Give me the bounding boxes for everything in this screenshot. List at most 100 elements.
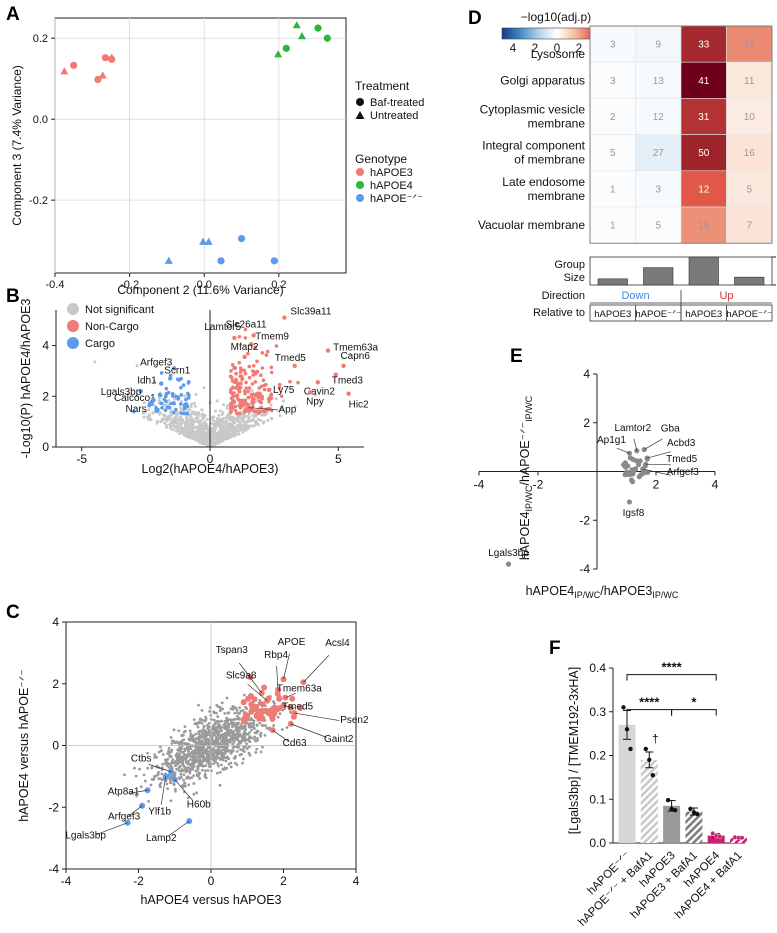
scatter-c-gene-label: Lamp2: [146, 833, 177, 844]
scatter-c-point: [177, 769, 181, 773]
bar-replicate-point: [643, 746, 648, 752]
volcano-point-noncargo: [229, 404, 233, 409]
volcano-point-ns: [189, 412, 193, 416]
pca-y-axis-label: Component 3 (7.4% Variance): [10, 65, 24, 226]
scatter-c-point: [200, 721, 204, 725]
colorbar-segment: [536, 28, 539, 39]
scatter-e-point: [629, 479, 636, 485]
scatter-c-y-tick-label: 4: [52, 615, 59, 629]
scatter-c-point: [185, 768, 189, 772]
legend-triangle-marker: [355, 111, 365, 119]
scatter-c-highlight-up: [259, 715, 266, 722]
volcano-point-ns: [185, 417, 189, 421]
scatter-c-point: [223, 711, 227, 715]
scatter-e-leader: [645, 463, 671, 466]
volcano-point-cargo: [164, 394, 168, 399]
scatter-c-point: [247, 722, 251, 726]
scatter-c-point: [190, 762, 194, 765]
volcano-point-cargo: [181, 383, 186, 387]
volcano-point-ns: [157, 399, 161, 403]
scatter-c-point: [200, 733, 204, 737]
colorbar-segment: [556, 28, 559, 39]
scatter-c-point: [194, 747, 198, 751]
scatter-c-point: [202, 724, 206, 728]
scatter-c-point: [180, 760, 184, 764]
scatter-c-gene-label: Slc9a8: [226, 671, 257, 682]
scatter-e-point: [620, 462, 627, 468]
scatter-c-point: [157, 750, 161, 754]
scatter-c-highlight-up: [262, 707, 269, 714]
volcano-point-noncargo: [267, 399, 271, 404]
scatter-c-point: [212, 759, 216, 762]
scatter-c-point: [195, 737, 198, 740]
scatter-c-point: [231, 730, 235, 734]
volcano-point-ns: [230, 418, 234, 422]
volcano-point-ns: [203, 426, 207, 430]
scatter-c-point: [135, 794, 138, 798]
volcano-point-ns: [224, 416, 228, 420]
colorbar-segment: [582, 28, 585, 39]
volcano-point-ns: [200, 408, 204, 412]
scatter-c-highlight-up: [269, 715, 276, 722]
pca-point-untreated: [292, 21, 301, 29]
scatter-c-point: [220, 734, 223, 737]
scatter-c-gene-label: Lgals3bp: [65, 831, 106, 842]
scatter-c-point: [233, 756, 237, 760]
scatter-c-point: [238, 706, 242, 710]
scatter-c-gene-label: Cd63: [283, 738, 307, 749]
scatter-c-point: [172, 728, 176, 732]
scatter-e-gene-label: Igsf8: [623, 508, 645, 519]
scatter-c-point: [197, 738, 201, 742]
colorbar-segment: [574, 28, 577, 39]
scatter-c-point: [169, 764, 173, 768]
scatter-c-point: [175, 758, 179, 762]
scatter-c-point: [226, 725, 229, 729]
bar-y-tick-label: 0.1: [589, 792, 606, 806]
heatmap-cell-count: 33: [698, 40, 710, 51]
scatter-c-point: [208, 741, 211, 745]
volcano-point-ns: [228, 428, 232, 432]
scatter-c-point: [225, 719, 228, 723]
volcano-labeled-point: [315, 380, 320, 385]
groupsize-bar: [688, 256, 719, 286]
scatter-c-point: [219, 751, 223, 755]
volcano-point-ns: [192, 431, 196, 435]
scatter-c-point: [174, 753, 178, 757]
direction-down-label: Down: [621, 290, 649, 302]
scatter-c-point: [265, 726, 269, 730]
scatter-c-point: [183, 742, 187, 746]
scatter-c-point: [224, 742, 228, 746]
colorbar-segment: [550, 28, 553, 39]
scatter-c-point: [223, 732, 227, 735]
pca-legend-treatment-title: Treatment: [355, 79, 410, 93]
scatter-c-point: [196, 725, 200, 729]
volcano-point-cargo: [172, 410, 176, 415]
volcano-point-noncargo: [249, 392, 254, 397]
volcano-point-ns: [245, 427, 249, 431]
colorbar-segment: [506, 28, 509, 39]
scatter-c-point: [244, 732, 248, 736]
scatter-c-point: [160, 749, 163, 752]
scatter-c-point: [191, 736, 195, 740]
scatter-c-point: [188, 758, 192, 761]
volcano-point-ns: [167, 402, 171, 406]
bar-y-tick-label: 0.4: [589, 661, 606, 675]
scatter-c-point: [212, 724, 216, 727]
scatter-e-point: [636, 474, 642, 480]
scatter-e-point: [644, 469, 651, 475]
scatter-c-point: [250, 728, 253, 732]
volcano-point-ns: [269, 403, 273, 407]
volcano-point-ns: [237, 420, 241, 424]
colorbar-segment: [534, 28, 537, 39]
scatter-c-point: [212, 732, 215, 736]
volcano-point-ns: [162, 414, 166, 418]
scatter-c-point: [258, 721, 262, 725]
pca-point-untreated: [297, 32, 306, 40]
heatmap-colorbar-title: −log10(adj.p): [521, 10, 591, 24]
bar-replicate-point: [647, 757, 652, 763]
scatter-c-leader: [247, 683, 268, 701]
scatter-c-point: [168, 755, 172, 759]
scatter-c-point: [210, 727, 214, 731]
colorbar-segment: [504, 28, 507, 39]
